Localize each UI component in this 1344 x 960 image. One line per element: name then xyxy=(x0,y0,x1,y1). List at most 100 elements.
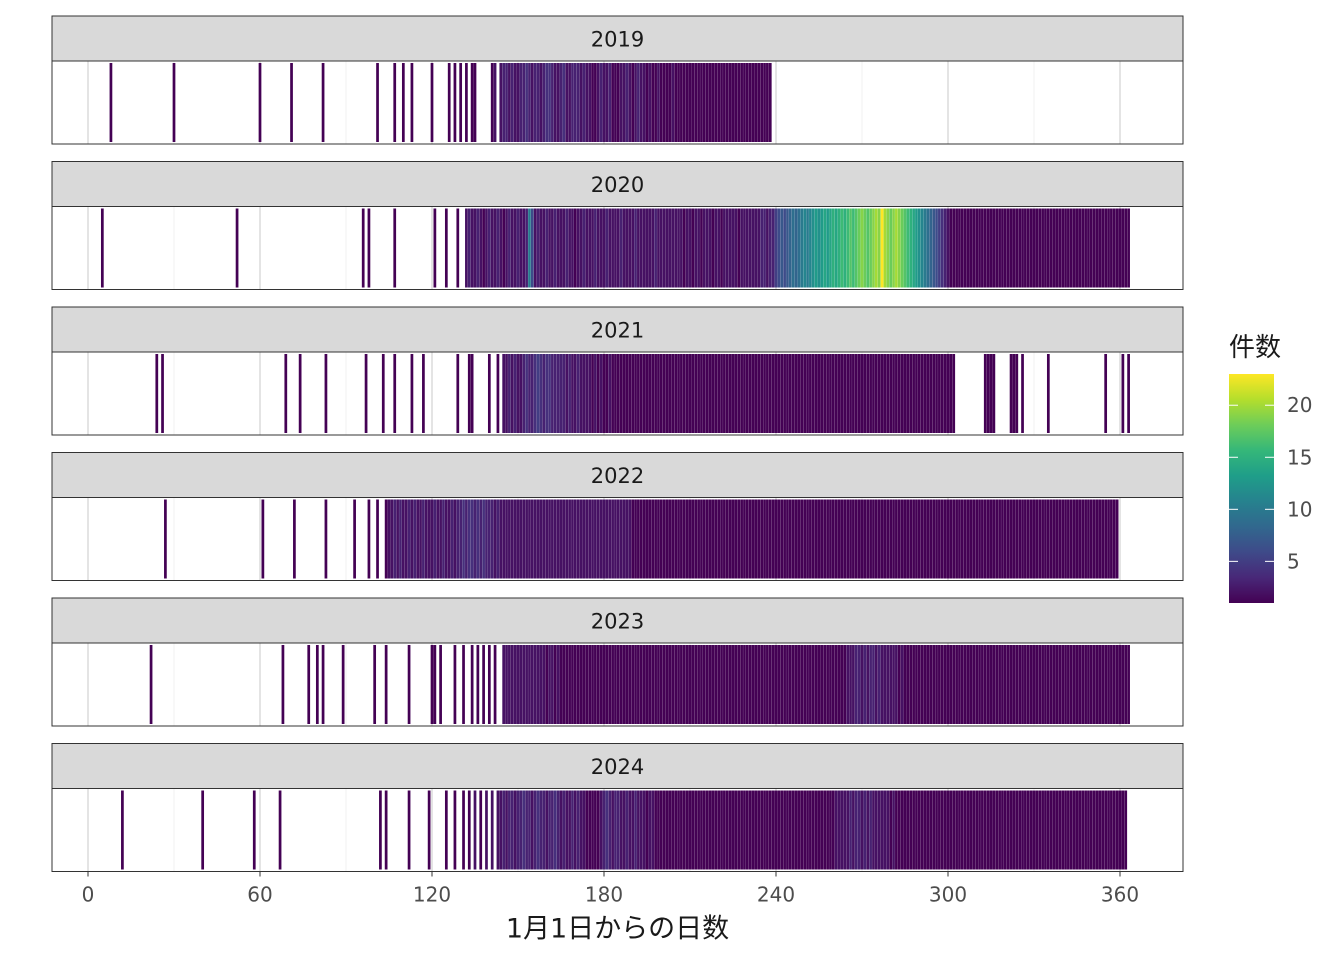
heat-bar xyxy=(1003,208,1007,288)
heat-bar xyxy=(797,645,801,724)
heat-bar xyxy=(585,499,589,579)
heat-bar xyxy=(702,499,706,579)
heat-bar xyxy=(1121,790,1125,870)
heat-bar xyxy=(551,63,554,142)
heat-bar xyxy=(1006,645,1010,724)
heat-bar xyxy=(516,63,520,142)
heat-bar xyxy=(487,354,491,433)
heat-bar xyxy=(628,499,632,579)
heat-bar xyxy=(717,499,721,579)
heat-bar xyxy=(530,63,534,142)
heat-bar xyxy=(1078,499,1082,579)
heat-bar xyxy=(619,63,623,142)
x-tick-label: 360 xyxy=(1101,883,1139,907)
heat-bar xyxy=(754,354,758,433)
heat-bar xyxy=(1089,790,1093,870)
heat-bar xyxy=(671,645,675,724)
heat-bar xyxy=(1118,208,1122,288)
heat-bar xyxy=(811,790,815,870)
heat-bar xyxy=(886,645,890,724)
heat-bar xyxy=(694,208,698,288)
heat-bar xyxy=(860,208,864,288)
heat-bar xyxy=(1084,499,1087,579)
heat-bar xyxy=(754,208,758,288)
heat-bar xyxy=(465,63,468,142)
heat-bar xyxy=(1044,208,1047,288)
heat-bar xyxy=(384,645,388,724)
heat-bar xyxy=(978,499,981,579)
heat-bar xyxy=(682,499,686,579)
heat-bar xyxy=(353,499,356,579)
heat-bar xyxy=(751,790,755,870)
heat-bar xyxy=(705,499,709,579)
heat-bar xyxy=(949,499,953,579)
heat-bar xyxy=(625,208,629,288)
heat-bar xyxy=(820,208,824,288)
heat-bar xyxy=(774,208,778,288)
heat-bar xyxy=(376,63,379,142)
heat-bar xyxy=(915,208,918,288)
heat-bar xyxy=(671,208,675,288)
heat-bar xyxy=(565,499,569,579)
heat-bar xyxy=(444,790,448,870)
heat-bar xyxy=(582,354,586,433)
heat-bar xyxy=(943,208,947,288)
heat-bar xyxy=(502,63,506,142)
heat-bar xyxy=(379,790,382,870)
x-tick-label: 240 xyxy=(757,883,795,907)
heat-bar xyxy=(720,208,723,288)
heat-bar xyxy=(490,499,494,579)
heat-bar xyxy=(966,208,970,288)
heat-bar xyxy=(665,645,669,724)
heat-bar xyxy=(1015,354,1019,433)
heat-bar xyxy=(588,790,592,870)
heat-bar xyxy=(373,645,377,724)
facet-strip xyxy=(51,306,1184,353)
heat-bar xyxy=(680,354,683,433)
heat-bar xyxy=(1118,790,1122,870)
heat-bar xyxy=(582,790,586,870)
heat-bar xyxy=(573,790,577,870)
heat-bar xyxy=(814,499,818,579)
heat-bar xyxy=(723,499,726,579)
heat-bar xyxy=(576,63,580,142)
heat-bar xyxy=(737,790,741,870)
heat-bar xyxy=(880,354,884,433)
heat-bar xyxy=(917,790,921,870)
heat-bar xyxy=(536,645,540,724)
heat-bar xyxy=(717,645,721,724)
heat-bar xyxy=(972,499,976,579)
heat-bar xyxy=(731,499,735,579)
heat-bar xyxy=(505,354,508,433)
heat-bar xyxy=(573,63,577,142)
heat-bar xyxy=(482,499,485,579)
heat-bar xyxy=(791,208,795,288)
heat-bar xyxy=(714,790,718,870)
heat-bar xyxy=(786,208,789,288)
heat-bar xyxy=(866,354,870,433)
heat-bar xyxy=(637,208,640,288)
heat-bar xyxy=(943,645,947,724)
heat-bar xyxy=(645,499,649,579)
heat-bar xyxy=(605,790,609,870)
heat-bar xyxy=(444,499,448,579)
heat-bar xyxy=(728,354,732,433)
heat-bar xyxy=(1012,499,1016,579)
heat-bar xyxy=(419,499,422,579)
heat-bar xyxy=(1041,499,1044,579)
x-axis-title: 1月1日からの日数 xyxy=(506,914,729,945)
heat-bar xyxy=(978,645,981,724)
heat-bar xyxy=(401,63,405,142)
heat-bar xyxy=(571,790,574,870)
facet-strip xyxy=(51,15,1184,62)
heat-bar xyxy=(525,499,528,579)
heat-bar xyxy=(860,645,864,724)
heat-bar xyxy=(401,499,405,579)
heat-bar xyxy=(972,208,976,288)
heat-bar xyxy=(576,790,580,870)
heat-bar xyxy=(849,208,852,288)
heat-bar xyxy=(766,645,769,724)
heat-bar xyxy=(576,499,580,579)
heat-bar xyxy=(728,63,732,142)
heat-bar xyxy=(539,63,543,142)
